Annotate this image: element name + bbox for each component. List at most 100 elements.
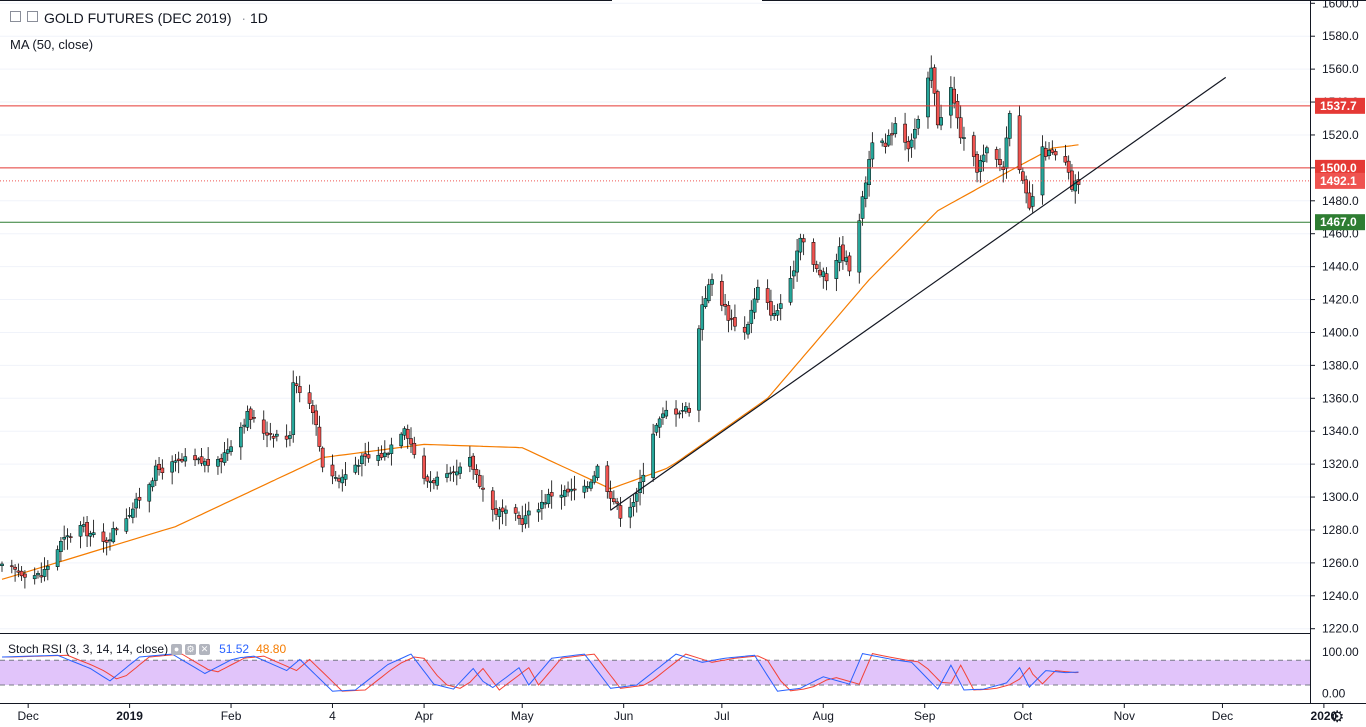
candle-body: [801, 238, 806, 243]
close-icon[interactable]: ✕: [199, 643, 211, 655]
candle: [549, 480, 554, 509]
candle-body: [814, 264, 819, 269]
candle-body: [952, 88, 957, 104]
candle-body: [193, 455, 197, 461]
candle-body: [468, 457, 472, 467]
price-tick-label: 1400.0: [1322, 325, 1359, 339]
candle: [1021, 167, 1025, 184]
candle-body: [222, 452, 227, 463]
candle-body: [523, 515, 528, 525]
candle: [562, 485, 567, 506]
candle-body: [932, 67, 937, 94]
candle: [1027, 180, 1032, 211]
price-tick-label: 1300.0: [1322, 490, 1359, 504]
settings-icon[interactable]: ⚙: [185, 643, 197, 655]
candle-body: [108, 539, 112, 542]
ma-legend[interactable]: MA (50, close): [10, 37, 94, 52]
candle-body: [150, 480, 155, 488]
candle: [726, 301, 731, 333]
candle-body: [638, 481, 642, 494]
candle-body: [818, 269, 822, 276]
candle: [955, 94, 960, 129]
price-tick-label: 1240.0: [1322, 589, 1359, 603]
candle: [811, 238, 816, 272]
candle-body: [55, 549, 60, 567]
candle: [219, 453, 224, 474]
candle-body: [706, 284, 711, 302]
candle-body: [216, 459, 220, 467]
candle-body: [477, 474, 482, 487]
candle: [111, 521, 116, 544]
candle-body: [173, 460, 178, 463]
candle: [124, 508, 129, 534]
candle-body: [634, 493, 639, 502]
candle-body: [949, 87, 953, 116]
candle: [661, 407, 665, 425]
candle-body: [1050, 149, 1055, 153]
candle: [994, 146, 999, 168]
candle-body: [772, 313, 777, 317]
candle-body: [540, 501, 544, 509]
chart-settings-gear-icon[interactable]: ⚙: [1330, 709, 1345, 726]
candle-body: [127, 515, 132, 517]
candle-body: [569, 488, 574, 492]
eye-icon[interactable]: ●: [171, 643, 183, 655]
collapse-toggle-icon[interactable]: [10, 11, 21, 22]
candle-body: [101, 531, 106, 542]
candle-body: [958, 117, 963, 139]
candle-body: [1070, 170, 1074, 190]
candle: [847, 252, 852, 277]
candle: [294, 376, 299, 394]
price-tick-label: 1600.0: [1322, 0, 1359, 10]
candle: [376, 446, 381, 466]
candle: [314, 404, 318, 436]
candle-body: [1007, 113, 1012, 139]
candle: [765, 279, 770, 310]
stoch-rsi-title[interactable]: Stoch RSI (3, 3, 14, 14, close): [8, 642, 169, 656]
candle: [494, 500, 498, 521]
candle-body: [170, 461, 174, 473]
candle-body: [504, 509, 508, 514]
candle-body: [520, 518, 525, 525]
candle-body: [62, 537, 67, 540]
candle-body: [494, 508, 498, 515]
candle: [65, 528, 70, 550]
candle: [710, 273, 714, 296]
candle-body: [366, 454, 371, 459]
candle: [468, 446, 472, 473]
candle: [1047, 142, 1051, 160]
candle-body: [356, 465, 361, 467]
candle: [975, 151, 979, 183]
candle-body: [517, 515, 521, 519]
candle-body: [955, 101, 960, 119]
candle-body: [317, 426, 322, 447]
candle: [199, 448, 204, 467]
candle-body: [42, 569, 47, 577]
candle-body: [863, 182, 868, 199]
candle-body: [683, 406, 688, 412]
candle-body: [795, 250, 799, 273]
candle-body: [183, 456, 188, 462]
hide-symbol-icon[interactable]: [27, 11, 38, 22]
interval-label[interactable]: 1D: [249, 10, 268, 26]
candle: [23, 570, 27, 589]
candle-body: [134, 498, 139, 509]
candle: [402, 426, 407, 441]
candle: [477, 469, 482, 489]
candle: [435, 471, 440, 490]
candle: [353, 456, 358, 475]
candle: [193, 448, 197, 467]
candle: [818, 261, 822, 278]
candle-body: [36, 573, 40, 576]
price-badge-resistance: [1315, 159, 1365, 176]
candle-body: [755, 286, 760, 300]
candle-body: [1053, 151, 1058, 156]
candle: [749, 300, 754, 334]
candle-body: [261, 419, 266, 434]
candle: [772, 305, 777, 320]
candle-body: [1047, 150, 1051, 156]
candle-body: [333, 477, 338, 479]
candle-body: [114, 528, 119, 531]
candle-body: [65, 535, 70, 538]
